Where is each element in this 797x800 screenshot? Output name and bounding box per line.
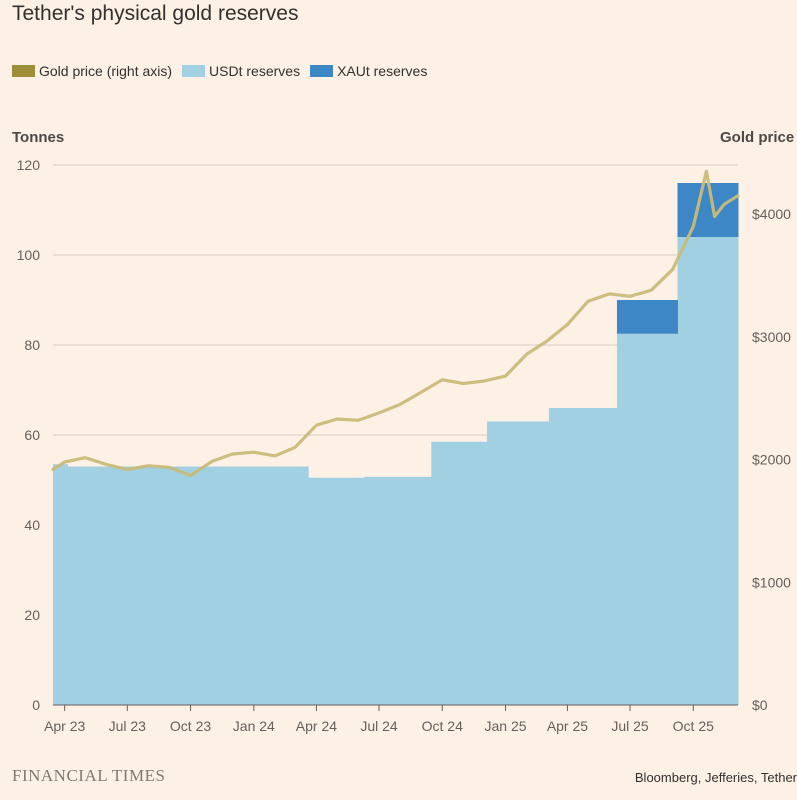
legend-label-xaut: XAUt reserves [337, 63, 428, 79]
legend-swatch-usdt [182, 65, 206, 77]
x-tick-label-apr-25: Apr 25 [547, 718, 588, 734]
x-tick-label-jul-23: Jul 23 [109, 718, 147, 734]
x-tick-label-oct-24: Oct 24 [422, 718, 463, 734]
source-note: Bloomberg, Jefferies, Tether [634, 770, 797, 785]
x-tick-label-oct-25: Oct 25 [673, 718, 714, 734]
legend-item-gold-price: Gold price (right axis) [12, 63, 172, 79]
y2-tick-label-2000: $2000 [752, 452, 791, 468]
y2-tick-label-1000: $1000 [752, 574, 791, 590]
x-tick-label-apr-24: Apr 24 [296, 718, 337, 734]
legend-label-gold-price: Gold price (right axis) [39, 63, 173, 79]
usdt-reserve-step [616, 333, 678, 705]
x-tick-label-jan-25: Jan 25 [485, 718, 527, 734]
y-tick-label-60: 60 [24, 427, 40, 443]
legend-item-usdt: USDt reserves [182, 63, 300, 79]
legend-swatch-xaut [310, 65, 334, 77]
legend-label-usdt: USDt reserves [209, 63, 301, 79]
usdt-reserve-step [486, 421, 550, 705]
legend: Gold price (right axis) USDt reserves XA… [12, 63, 437, 79]
x-tick-label-jul-24: Jul 24 [360, 718, 398, 734]
x-tick-label-jul-25: Jul 25 [611, 718, 649, 734]
chart-title: Tether's physical gold reserves [12, 2, 299, 25]
usdt-reserve-step [548, 408, 618, 705]
y2-tick-label-0: $0 [752, 697, 768, 713]
x-tick-label-jan-24: Jan 24 [233, 718, 275, 734]
gold-price-line [51, 169, 740, 478]
publisher-logo: FINANCIAL TIMES [12, 766, 166, 785]
usdt-reserve-step [677, 237, 739, 705]
chart-plot: 0 20 40 60 80 100 120 $0 $1000 $2000 $3000 $4000 Apr… [17, 157, 792, 734]
y-tick-label-80: 80 [24, 337, 40, 353]
usdt-reserve-step [431, 441, 488, 705]
y-tick-label-100: 100 [17, 247, 41, 263]
usdt-reserve-step [67, 466, 309, 705]
x-tick-label-oct-23: Oct 23 [170, 718, 211, 734]
y-tick-label-120: 120 [17, 157, 41, 173]
y2-tick-label-3000: $3000 [752, 329, 791, 345]
usdt-reserve-step [308, 477, 366, 705]
y2-tick-label-4000: $4000 [752, 206, 791, 222]
x-tick-label-apr-23: Apr 23 [44, 718, 85, 734]
legend-item-xaut: XAUt reserves [310, 63, 427, 79]
y-tick-label-20: 20 [24, 607, 40, 623]
usdt-reserve-step [364, 476, 432, 705]
right-axis-title: Gold price [720, 129, 795, 146]
y-tick-label-40: 40 [24, 517, 40, 533]
xaut-reserve-step [677, 183, 739, 237]
y-tick-label-0: 0 [32, 697, 40, 713]
left-axis-title: Tonnes [12, 129, 65, 146]
xaut-reserve-step [616, 300, 678, 334]
legend-swatch-gold-price [12, 65, 35, 77]
usdt-reserve-step [53, 464, 68, 705]
